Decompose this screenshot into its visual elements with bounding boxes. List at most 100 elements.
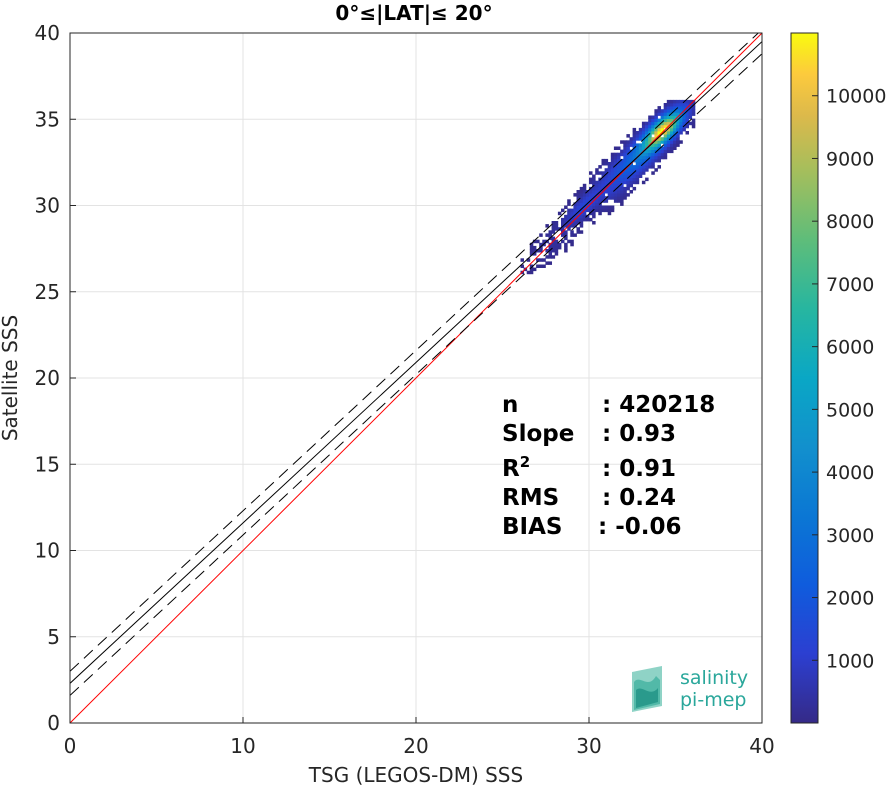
density-cell [629, 137, 634, 141]
density-cell [592, 177, 596, 182]
density-cell [651, 118, 655, 123]
density-cell [532, 267, 537, 272]
density-cell [613, 199, 618, 203]
density-cell [641, 165, 646, 169]
density-cell [579, 205, 584, 209]
density-cell [610, 205, 615, 209]
density-cell [654, 134, 658, 138]
density-cell [691, 124, 696, 129]
density-cell [670, 146, 674, 150]
density-cell [663, 131, 668, 135]
density-cell [529, 252, 534, 256]
density-cell [629, 174, 634, 178]
density-cell [688, 115, 693, 119]
density-cell [613, 155, 618, 160]
density-cell [657, 143, 662, 147]
density-cell [595, 208, 599, 213]
density-cell [598, 199, 602, 203]
density-cell [648, 165, 652, 169]
density-cell [548, 255, 553, 259]
density-cell [595, 180, 599, 185]
density-cell [617, 190, 621, 194]
density-cell [685, 103, 690, 107]
density-cell [617, 199, 621, 203]
density-cell [660, 121, 665, 126]
density-cell [623, 162, 627, 166]
density-cell [592, 190, 596, 194]
density-cell [617, 171, 621, 175]
density-cell [620, 186, 624, 191]
density-cell [679, 131, 683, 135]
density-cell [676, 127, 680, 132]
density-cell [645, 124, 649, 129]
density-cell [632, 155, 637, 160]
density-cell [654, 140, 658, 144]
density-cell [617, 158, 621, 163]
density-cell [579, 224, 584, 228]
density-cell [663, 134, 668, 138]
density-cell [660, 112, 665, 116]
density-cell [598, 180, 602, 185]
density-cell [564, 245, 568, 250]
density-cell [629, 180, 634, 185]
density-cell [536, 249, 540, 253]
density-cell [670, 134, 674, 138]
density-cell [592, 174, 596, 178]
colorbar [791, 33, 818, 723]
density-cell [573, 208, 577, 213]
density-cell [545, 233, 549, 237]
density-cell [551, 230, 556, 234]
density-cell [660, 146, 665, 150]
density-cell [539, 233, 543, 237]
colorbar-ticks: 1000 2000 3000 4000 5000 6000 7000 8000 9000 1000… [812, 86, 886, 672]
density-cell [632, 165, 637, 169]
density-cell [660, 118, 665, 123]
density-cell [589, 205, 593, 209]
density-cell [663, 121, 668, 126]
density-cell [673, 121, 677, 126]
density-cell [620, 152, 624, 157]
density-cell [589, 180, 593, 185]
density-cell [551, 242, 556, 247]
density-cell [660, 140, 665, 144]
density-cell [626, 162, 630, 166]
density-cell [673, 146, 677, 150]
density-cell [617, 186, 621, 191]
density-cell [645, 137, 649, 141]
density-cell [654, 127, 658, 132]
density-cell [585, 193, 590, 197]
y-tick-label: 10 [35, 539, 60, 563]
density-cell [539, 242, 543, 247]
density-cell [648, 152, 652, 157]
density-cell [610, 196, 615, 200]
density-cell [610, 165, 615, 169]
density-cell [666, 140, 671, 144]
density-cell [670, 127, 674, 132]
density-cell [576, 202, 581, 206]
density-cell [598, 196, 602, 200]
density-cell [520, 258, 525, 262]
density-cell [682, 115, 686, 119]
density-cell [679, 124, 683, 129]
density-cell [570, 224, 574, 228]
density-cell [595, 168, 599, 172]
density-cell [551, 245, 556, 250]
density-cell [657, 146, 662, 150]
density-cell [666, 103, 671, 107]
density-cell [651, 131, 655, 135]
density-cell [651, 137, 655, 141]
density-cell [576, 205, 581, 209]
density-cell [648, 131, 652, 135]
density-cell [632, 137, 637, 141]
density-cell [613, 190, 618, 194]
density-cell [607, 177, 612, 182]
density-cell [564, 217, 568, 222]
density-cell [607, 211, 612, 216]
density-cell [635, 171, 640, 175]
density-cell [673, 115, 677, 119]
density-cell [601, 177, 606, 182]
density-cell [648, 115, 652, 119]
density-cell [632, 127, 637, 132]
density-cell [648, 162, 652, 166]
density-cell [536, 258, 540, 262]
